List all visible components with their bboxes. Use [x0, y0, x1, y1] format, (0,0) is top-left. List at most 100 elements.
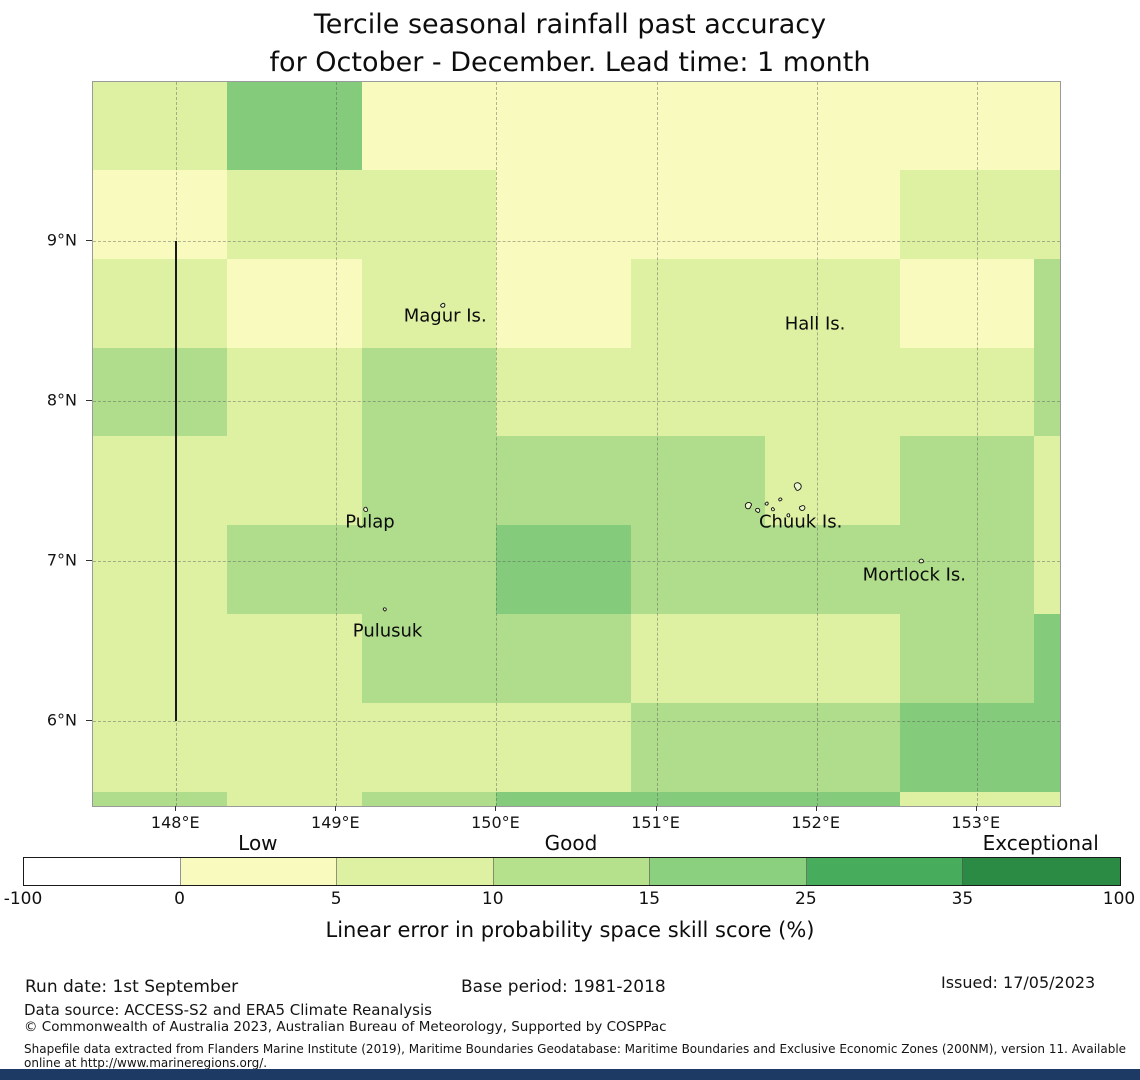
grid-cell	[496, 702, 632, 793]
grid-cell	[899, 258, 1035, 349]
x-tick-label: 148°E	[150, 813, 200, 832]
grid-cell	[496, 613, 632, 704]
grid-cell	[496, 258, 632, 349]
grid-cell	[899, 791, 1035, 806]
grid-cell	[765, 82, 901, 171]
grid-cell	[765, 347, 901, 437]
grid-cell	[361, 791, 497, 806]
island-label: Mortlock Is.	[862, 564, 967, 586]
grid-cell	[93, 613, 228, 704]
grid-cell	[227, 170, 363, 260]
grid-cell	[765, 702, 901, 793]
gridline-horizontal	[93, 240, 1060, 242]
colorbar-caption: Linear error in probability space skill …	[325, 918, 815, 942]
x-tick-mark	[495, 806, 497, 811]
grid-cell	[630, 258, 766, 349]
colorbar-segment	[806, 858, 964, 885]
colorbar-segment	[963, 858, 1120, 885]
grid-cell	[93, 82, 228, 171]
figure-title-line2: for October - December. Lead time: 1 mon…	[269, 47, 871, 78]
grid-cell	[899, 524, 1035, 615]
colorbar-segment	[24, 858, 181, 885]
island-mark	[793, 482, 802, 491]
x-tick-label: 151°E	[631, 813, 680, 832]
grid-cell	[1034, 524, 1060, 615]
x-tick-mark	[335, 806, 337, 811]
grid-cell	[1034, 613, 1060, 704]
grid-cell	[93, 347, 228, 437]
colorbar-tick-label: 25	[795, 889, 817, 909]
shapefile-note-line1: Shapefile data extracted from Flanders M…	[24, 1042, 1127, 1056]
colorbar-tick-label: 100	[1102, 889, 1136, 909]
grid-cell	[361, 347, 497, 437]
island-mark	[770, 507, 775, 512]
island-mark	[755, 507, 761, 513]
footer-brand-bar	[0, 1069, 1140, 1080]
gridline-vertical	[496, 82, 498, 806]
grid-cell	[899, 347, 1035, 437]
grid-cell	[361, 613, 497, 704]
grid-cell	[899, 435, 1035, 526]
grid-cell	[630, 791, 766, 806]
x-tick-mark	[175, 806, 177, 811]
grid-cell	[227, 524, 363, 615]
grid-cell	[496, 791, 632, 806]
colorbar-tick-label: 0	[174, 889, 185, 909]
island-mark	[382, 607, 387, 612]
grid-cell	[93, 702, 228, 793]
island-marks-layer	[363, 302, 924, 612]
island-label: Hall Is.	[784, 313, 846, 335]
grid-cell	[361, 702, 497, 793]
colorbar-segment	[493, 858, 651, 885]
grid-cell	[496, 82, 632, 171]
grid-cell	[765, 258, 901, 349]
island-mark	[440, 302, 446, 308]
grid-cell	[1034, 258, 1060, 349]
grid-cell	[361, 258, 497, 349]
gridline-vertical	[336, 82, 338, 806]
grid-cell	[630, 524, 766, 615]
island-mark	[363, 506, 369, 512]
grid-cell	[361, 524, 497, 615]
grid-cell	[227, 613, 363, 704]
gridline-horizontal	[93, 400, 1060, 402]
y-tick-label: 9°N	[46, 230, 77, 250]
grid-cell	[1034, 347, 1060, 437]
grid-cell	[1034, 791, 1060, 806]
colorbar-segment	[180, 858, 338, 885]
grid-cell	[1034, 435, 1060, 526]
grid-cell	[765, 524, 901, 615]
x-tick-label: 150°E	[471, 813, 520, 832]
map-plot-area: Magur Is. Hall Is. Pulap Chuuk Is. Mortlock …	[92, 81, 1061, 807]
base-period-text: Base period: 1981-2018	[461, 977, 666, 997]
island-mark	[764, 501, 769, 506]
map-grid-cells: Magur Is. Hall Is. Pulap Chuuk Is. Mortlock …	[93, 82, 1060, 806]
x-tick-mark	[815, 806, 817, 811]
island-mark	[918, 558, 924, 564]
x-tick-label: 149°E	[311, 813, 360, 832]
island-mark	[744, 502, 752, 510]
island-mark	[798, 505, 806, 511]
grid-cell	[227, 435, 363, 526]
eez-boundary-line	[175, 240, 178, 722]
y-tick-mark	[86, 720, 92, 722]
grid-cell	[765, 435, 901, 526]
x-tick-label: 152°E	[791, 813, 840, 832]
copyright-text: © Commonwealth of Australia 2023, Austra…	[24, 1019, 667, 1035]
y-tick-mark	[86, 559, 92, 561]
grid-cell	[496, 524, 632, 615]
grid-cell	[899, 613, 1035, 704]
run-date-text: Run date: 1st September	[25, 977, 239, 997]
colorbar-tick-label: 15	[638, 889, 661, 909]
grid-cell	[496, 170, 632, 260]
grid-cell	[899, 170, 1035, 260]
gridline-vertical	[976, 82, 978, 806]
grid-cell	[630, 613, 766, 704]
grid-cell	[765, 170, 901, 260]
grid-cell	[630, 702, 766, 793]
colorbar-segment	[337, 858, 494, 885]
colorbar-zone-label: Low	[238, 831, 278, 855]
y-tick-label: 6°N	[46, 710, 77, 730]
grid-cell	[630, 170, 766, 260]
island-label: Pulap	[345, 511, 395, 533]
